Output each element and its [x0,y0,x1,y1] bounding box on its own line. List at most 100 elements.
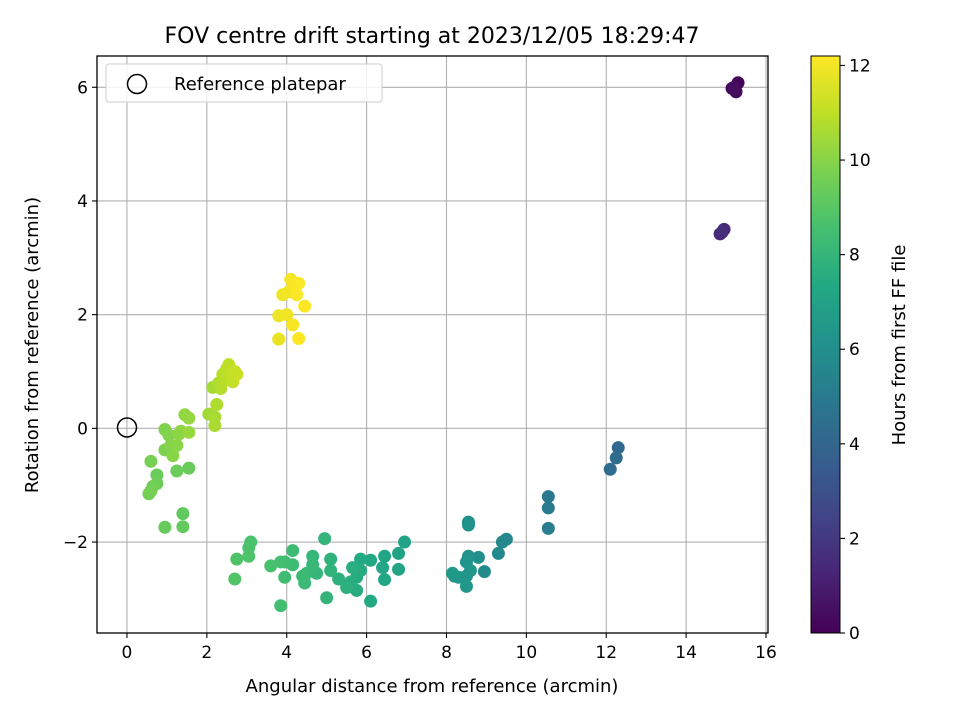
data-point [495,535,509,549]
data-point [378,549,392,563]
y-tick-label: 4 [77,192,88,212]
data-point [477,565,491,579]
y-tick-label: 0 [77,419,88,439]
data-point [176,507,190,521]
data-point [715,225,729,239]
data-point [541,501,555,515]
grid-lines [97,56,768,633]
data-point [298,299,312,313]
data-point [603,462,617,476]
data-point [286,318,300,332]
data-point [471,550,485,564]
data-point [332,572,346,586]
data-point [459,579,473,593]
data-point [272,332,286,346]
data-point [541,521,555,535]
data-point [264,559,278,573]
data-point [182,425,196,439]
data-point [340,581,354,595]
y-axis-ticks: −2 0 2 4 6 [63,78,97,553]
colorbar-tick-label: 10 [849,151,871,171]
data-point [144,454,158,468]
reference-point-marker [116,417,138,438]
data-point [324,552,338,566]
y-tick-label: 6 [77,78,88,98]
data-point [463,563,477,577]
data-point [320,591,334,605]
colorbar-label: Hours from first FF file [889,245,910,446]
colorbar-tick-label: 12 [849,56,871,76]
data-point [292,332,306,346]
colorbar [810,55,841,634]
data-point [346,561,360,575]
data-point [290,288,304,302]
legend-box [105,63,383,103]
data-point [208,419,222,433]
x-tick-label: 10 [516,643,538,663]
data-point [278,570,292,584]
data-point [447,569,461,583]
data-point [230,367,244,381]
data-point [166,449,180,463]
data-point [242,549,256,563]
data-point [170,438,184,452]
data-point [274,555,288,569]
y-tick-label: 2 [77,306,88,326]
data-point [727,80,741,94]
data-point [286,544,300,558]
data-point [611,441,625,455]
colorbar-tick-label: 8 [849,246,860,266]
data-point [318,532,332,546]
x-tick-label: 6 [361,643,372,663]
data-point [280,308,294,322]
data-point [364,594,378,608]
data-point [296,569,310,583]
x-tick-label: 14 [675,643,697,663]
data-point [398,535,412,549]
data-point [230,552,244,566]
legend: Reference platepar [105,63,383,103]
x-tick-label: 4 [281,643,292,663]
data-point [142,487,156,501]
data-point [376,561,390,575]
data-point [182,461,196,475]
legend-entry-label: Reference platepar [174,74,346,95]
data-point [461,518,475,532]
data-point [274,599,288,613]
data-point [324,563,338,577]
data-point [162,428,176,442]
data-point [378,573,392,587]
data-point [392,546,406,560]
plot-frame [96,55,769,634]
x-tick-label: 12 [595,643,617,663]
x-axis-ticks: 0 2 4 6 8 10 12 14 16 [122,633,777,663]
chart-title: FOV centre drift starting at 2023/12/05 … [165,24,700,49]
data-point [210,397,224,411]
data-point [392,562,406,576]
data-points [142,76,745,613]
x-tick-label: 16 [755,643,777,663]
x-tick-label: 0 [122,643,133,663]
data-point [609,451,623,465]
data-point [158,520,172,534]
colorbar-tick-label: 0 [849,624,860,644]
y-axis-label: Rotation from reference (arcmin) [22,197,43,493]
data-point [541,490,555,504]
colorbar-tick-label: 6 [849,340,860,360]
colorbar-tick-label: 4 [849,435,860,455]
legend-open-circle-marker [126,73,148,95]
data-point [292,276,306,290]
data-point [354,552,368,566]
data-point [228,572,242,586]
data-point [176,520,190,534]
data-point [170,464,184,478]
colorbar-ticks: 0 2 4 6 8 10 12 [840,56,871,644]
x-tick-label: 8 [441,643,452,663]
data-point [364,553,378,567]
x-tick-label: 2 [201,643,212,663]
x-axis-label: Angular distance from reference (arcmin) [246,676,619,697]
data-point [182,411,196,425]
y-tick-label: −2 [63,533,88,553]
data-point [491,546,505,560]
